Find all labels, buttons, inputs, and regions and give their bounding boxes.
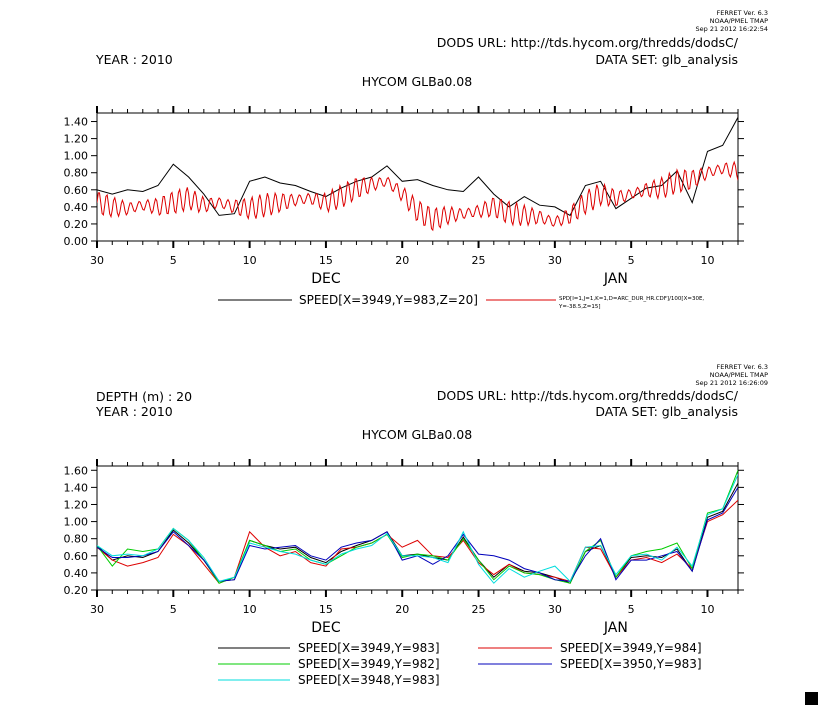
p2-legend-label-green: SPEED[X=3949,Y=982] bbox=[298, 657, 440, 671]
p2-legend-label-blue: SPEED[X=3950,Y=983] bbox=[560, 657, 702, 671]
p2-y-tick-label: 1.20 bbox=[64, 498, 89, 511]
p2-x-tick-label: 5 bbox=[628, 603, 635, 616]
p2-y-tick-label: 0.60 bbox=[64, 550, 89, 563]
p2-ferret-version: FERRET Ver. 6.3 bbox=[716, 363, 768, 371]
p2-title: HYCOM GLBa0.08 bbox=[362, 427, 472, 442]
p2-y-tick-label: 0.20 bbox=[64, 584, 89, 597]
p1-ferret-version: FERRET Ver. 6.3 bbox=[716, 9, 768, 17]
p1-title: HYCOM GLBa0.08 bbox=[362, 74, 472, 89]
p1-y-tick-label: 0.60 bbox=[64, 184, 89, 197]
p2-plot-area: 30 5 10 15 20 25 30 5 10 DEC JAN 0.20 0.40 0.60 0.80 1.… bbox=[64, 459, 744, 636]
p2-x-tick-label: 5 bbox=[170, 603, 177, 616]
p2-year: YEAR : 2010 bbox=[95, 404, 173, 419]
p1-x-tick-label: 10 bbox=[243, 254, 257, 267]
p2-series-line-3 bbox=[97, 487, 738, 582]
p1-x-tick-label: 25 bbox=[472, 254, 486, 267]
p2-series-line-2 bbox=[97, 470, 738, 584]
p2-org: NOAA/PMEL TMAP bbox=[710, 371, 768, 379]
p1-y-tick-label: 1.20 bbox=[64, 133, 89, 146]
p2-x-tick-label: 30 bbox=[90, 603, 104, 616]
p2-x-tick-label: 15 bbox=[319, 603, 333, 616]
p1-year: YEAR : 2010 bbox=[95, 52, 173, 67]
p2-data-set: DATA SET: glb_analysis bbox=[595, 404, 738, 419]
p2-y-tick-label: 1.00 bbox=[64, 516, 89, 529]
p2-y-tick-label: 1.40 bbox=[64, 481, 89, 494]
p2-series-line-4 bbox=[97, 474, 738, 584]
p1-y-tick-label: 0.00 bbox=[64, 235, 89, 248]
p1-frame bbox=[96, 112, 739, 242]
p2-x-tick-label: 30 bbox=[548, 603, 562, 616]
corner-marker bbox=[805, 692, 818, 705]
p2-timestamp: Sep 21 2012 16:26:09 bbox=[696, 379, 768, 387]
p1-x-tick-label: 30 bbox=[548, 254, 562, 267]
p2-legend-label-black: SPEED[X=3949,Y=983] bbox=[298, 641, 440, 655]
p1-y-tick-label: 1.00 bbox=[64, 150, 89, 163]
p1-x-tick-label: 20 bbox=[395, 254, 409, 267]
p1-x-tick-label: 5 bbox=[170, 254, 177, 267]
p2-dods-url: DODS URL: http://tds.hycom.org/thredds/d… bbox=[437, 388, 739, 403]
p1-dods-url: DODS URL: http://tds.hycom.org/thredds/d… bbox=[437, 35, 739, 50]
p1-month-label: DEC bbox=[311, 271, 341, 287]
p1-y-tick-label: 0.80 bbox=[64, 167, 89, 180]
p1-data-set: DATA SET: glb_analysis bbox=[595, 52, 738, 67]
p2-y-tick-label: 1.60 bbox=[64, 464, 89, 477]
p1-y-tick-label: 0.40 bbox=[64, 201, 89, 214]
p1-month-label: JAN bbox=[603, 271, 628, 287]
p2-frame bbox=[96, 465, 739, 591]
p2-legend-label-cyan: SPEED[X=3948,Y=983] bbox=[298, 673, 440, 687]
p1-y-tick-label: 0.20 bbox=[64, 218, 89, 231]
p1-x-tick-label: 5 bbox=[628, 254, 635, 267]
p2-y-tick-label: 0.40 bbox=[64, 567, 89, 580]
p1-legend-label-red-2: Y=-38.5,Z=15] bbox=[558, 304, 600, 310]
p1-legend-label-black: SPEED[X=3949,Y=983,Z=20] bbox=[299, 293, 478, 307]
p1-x-tick-label: 10 bbox=[700, 254, 714, 267]
p2-depth: DEPTH (m) : 20 bbox=[96, 389, 192, 404]
p2-x-tick-label: 20 bbox=[395, 603, 409, 616]
p2-y-tick-label: 0.80 bbox=[64, 533, 89, 546]
p1-plot-area: 30 5 10 15 20 25 30 5 10 DEC JAN 0.00 0.20 0.40 0.60 0.… bbox=[64, 106, 744, 287]
p1-y-tick-label: 1.40 bbox=[64, 116, 89, 129]
p1-timestamp: Sep 21 2012 16:22:54 bbox=[696, 25, 768, 33]
p2-month-label: DEC bbox=[311, 620, 341, 636]
p1-x-tick-label: 15 bbox=[319, 254, 333, 267]
p1-org: NOAA/PMEL TMAP bbox=[710, 17, 768, 25]
p2-x-tick-label: 10 bbox=[700, 603, 714, 616]
p2-series-line-1 bbox=[97, 499, 738, 584]
p2-x-tick-label: 25 bbox=[472, 603, 486, 616]
p1-x-tick-label: 30 bbox=[90, 254, 104, 267]
p2-month-label: JAN bbox=[603, 620, 628, 636]
p2-series-line-0 bbox=[97, 482, 738, 584]
p1-series-line-1 bbox=[97, 160, 738, 232]
p1-series-line-0 bbox=[97, 117, 738, 217]
p2-legend-label-red: SPEED[X=3949,Y=984] bbox=[560, 641, 702, 655]
p2-x-tick-label: 10 bbox=[243, 603, 257, 616]
p1-legend-label-red-1: SPD[I=1,J=1,K=1,D=ARC_DUR_HR.CDF]/100[X=… bbox=[559, 296, 704, 302]
